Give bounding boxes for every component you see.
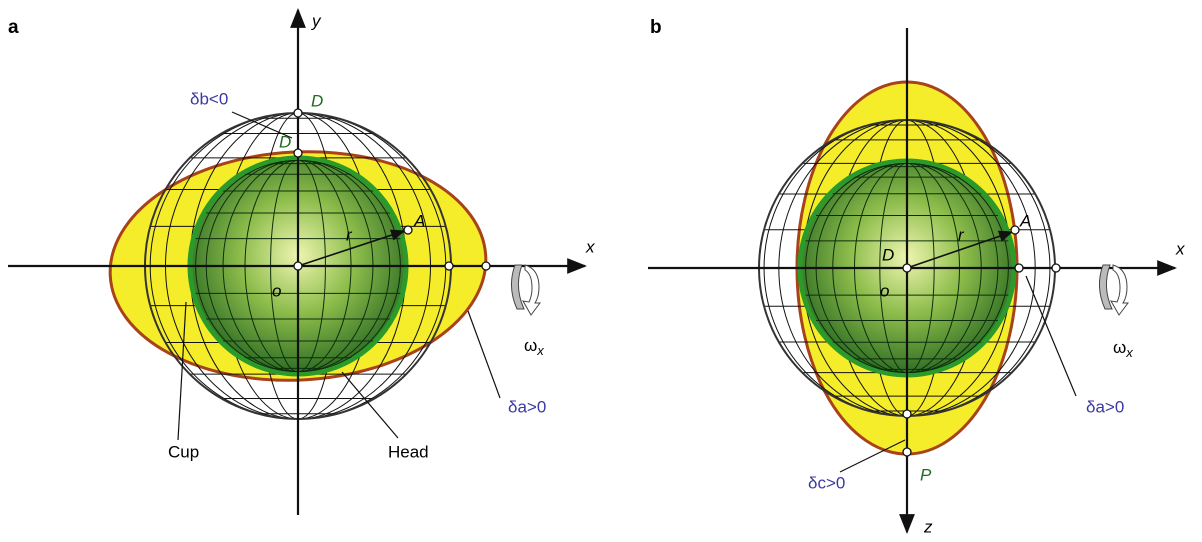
head-label: Head: [388, 442, 429, 461]
point: [1011, 226, 1019, 234]
axis-label: x: [1175, 239, 1185, 258]
omega: ω: [1113, 338, 1126, 357]
rotation-arrow: [523, 265, 540, 315]
line: [342, 372, 398, 438]
omega-sub: x: [536, 343, 544, 358]
annotation: δc>0: [808, 473, 845, 492]
axis-label: z: [923, 517, 933, 536]
panel-label: b: [650, 17, 662, 38]
omega-label: ωx: [1113, 338, 1133, 360]
rotation-arrow: [1111, 265, 1128, 315]
axis-label: x: [585, 237, 595, 256]
point-label: D: [882, 245, 894, 264]
point: [903, 410, 911, 418]
panel-b: [648, 28, 1175, 532]
annotation: δb<0: [190, 89, 228, 108]
point-label: D: [311, 91, 323, 110]
annotation: δa>0: [508, 397, 546, 416]
point: [404, 226, 412, 234]
annotation: δa>0: [1086, 397, 1124, 416]
panel-a: [8, 10, 585, 515]
origin-label: o: [272, 281, 281, 300]
point-label: P: [920, 465, 932, 484]
point-label: A: [413, 211, 425, 230]
omega-label: ωx: [524, 336, 544, 358]
omega-sub: x: [1125, 345, 1133, 360]
line: [468, 311, 500, 398]
point: [445, 262, 453, 270]
origin-label: o: [880, 281, 889, 300]
point: [903, 264, 911, 272]
figure: a y x δb<0 D D A r o ωx δa>0 Cup Head b …: [0, 0, 1202, 542]
point: [294, 262, 302, 270]
axis-label: y: [311, 11, 322, 30]
omega: ω: [524, 336, 537, 355]
point: [903, 448, 911, 456]
point: [294, 149, 302, 157]
point: [1015, 264, 1023, 272]
rotation-arrow: [511, 265, 524, 309]
point-label: D: [279, 132, 291, 151]
point: [1052, 264, 1060, 272]
panel-label: a: [8, 17, 19, 38]
cup-label: Cup: [168, 442, 199, 461]
point: [482, 262, 490, 270]
point-label: A: [1019, 211, 1031, 230]
rotation-arrow: [1099, 265, 1112, 309]
point: [294, 109, 302, 117]
